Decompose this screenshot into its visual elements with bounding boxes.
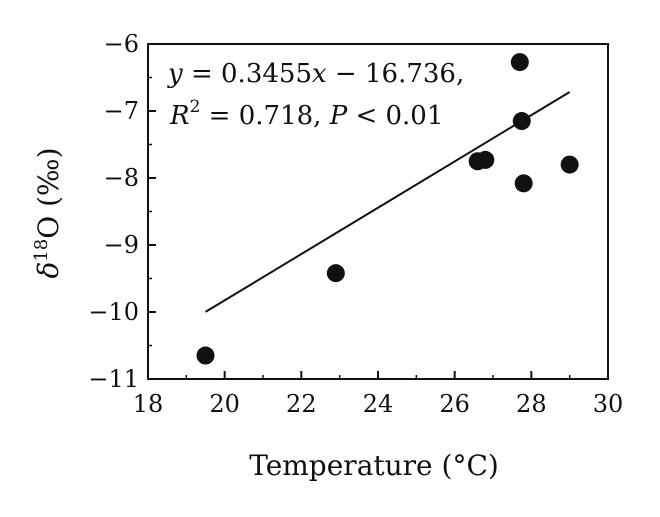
y-tick-label: −8 xyxy=(104,164,139,192)
regression-equation: y = 0.3455x − 16.736, xyxy=(167,59,464,89)
x-tick-label: 28 xyxy=(516,390,547,418)
x-tick-label: 30 xyxy=(593,390,624,418)
data-point xyxy=(510,53,529,72)
regression-line xyxy=(204,91,571,313)
y-axis-title: δ18O (‰) xyxy=(31,147,65,278)
x-tick-label: 26 xyxy=(439,390,470,418)
axes: 18 20 22 24 26 28 30 −6 −7 −8 −9 −10 −11 xyxy=(88,30,623,418)
data-point xyxy=(560,155,579,174)
y-tick-label: −7 xyxy=(104,97,139,125)
x-tick-label: 18 xyxy=(133,390,164,418)
y-tick-label: −11 xyxy=(88,365,139,393)
data-point xyxy=(476,150,495,169)
data-point xyxy=(514,174,533,193)
regression-stats: R2 = 0.718, P < 0.01 xyxy=(169,97,443,131)
x-tick-label: 24 xyxy=(363,390,394,418)
y-tick-label: −10 xyxy=(88,298,139,326)
x-tick-label: 22 xyxy=(286,390,317,418)
x-tick-label: 20 xyxy=(209,390,240,418)
data-point xyxy=(326,264,345,283)
data-point xyxy=(196,346,215,365)
x-axis-title: Temperature (°C) xyxy=(249,449,499,482)
data-points xyxy=(196,53,579,365)
annotation: y = 0.3455x − 16.736, R2 = 0.718, P < 0.… xyxy=(167,59,464,131)
plot-frame xyxy=(147,43,609,380)
y-tick-label: −9 xyxy=(104,231,139,259)
y-tick-label: −6 xyxy=(104,30,139,58)
